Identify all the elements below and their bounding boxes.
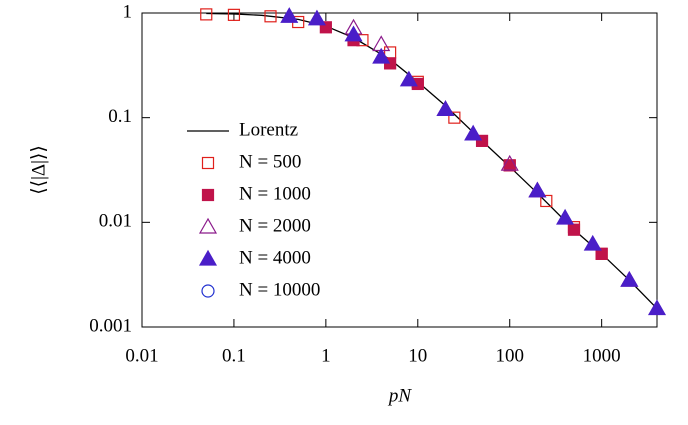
data-point [372,47,391,64]
x-axis-label: pN [387,385,413,406]
data-point [280,7,299,23]
data-point [620,270,639,287]
legend-swatch [201,188,215,202]
x-tick-label: 0.1 [222,345,246,366]
lorentz-line [206,12,658,310]
legend-label: N = 4000 [239,247,311,268]
data-point [464,124,483,141]
data-point [200,8,213,21]
legend-swatch [201,156,215,170]
y-tick-label: 1 [123,1,133,22]
y-axis-label: ⟨⟨|Δ|⟩⟩ [28,145,49,194]
data-point [595,247,608,260]
data-point [556,208,575,225]
x-tick-label: 10 [408,345,427,366]
data-point [448,111,461,124]
data-point [528,181,547,198]
legend-label: N = 1000 [239,183,311,204]
x-tick-label: 0.01 [125,345,158,366]
legend-swatch [198,217,218,234]
data-point [264,10,277,23]
x-tick-label: 1000 [583,345,621,366]
x-tick-label: 1 [321,345,331,366]
legend-label: N = 2000 [239,215,311,236]
data-point [475,134,489,147]
legend-swatch [201,284,215,298]
data-point [567,223,581,236]
data-point [344,25,363,42]
legend-label: N = 10000 [239,279,320,300]
y-tick-label: 0.1 [108,106,132,127]
y-tick-label: 0.001 [89,315,132,336]
y-tick-label: 0.01 [99,211,132,232]
data-point [503,159,516,172]
data-point [583,234,602,251]
data-point [384,46,397,59]
plot-frame [141,12,658,328]
data-point [540,194,553,208]
data-point [307,9,326,26]
data-point [647,299,667,316]
legend-swatch [198,249,218,266]
legend-label: N = 500 [239,151,301,172]
x-tick-label: 100 [495,345,524,366]
data-point [500,154,519,171]
legend-label: Lorentz [239,119,298,140]
data-point [399,70,418,87]
data-point [436,100,455,116]
data-point [319,21,332,34]
data-point [227,8,241,21]
